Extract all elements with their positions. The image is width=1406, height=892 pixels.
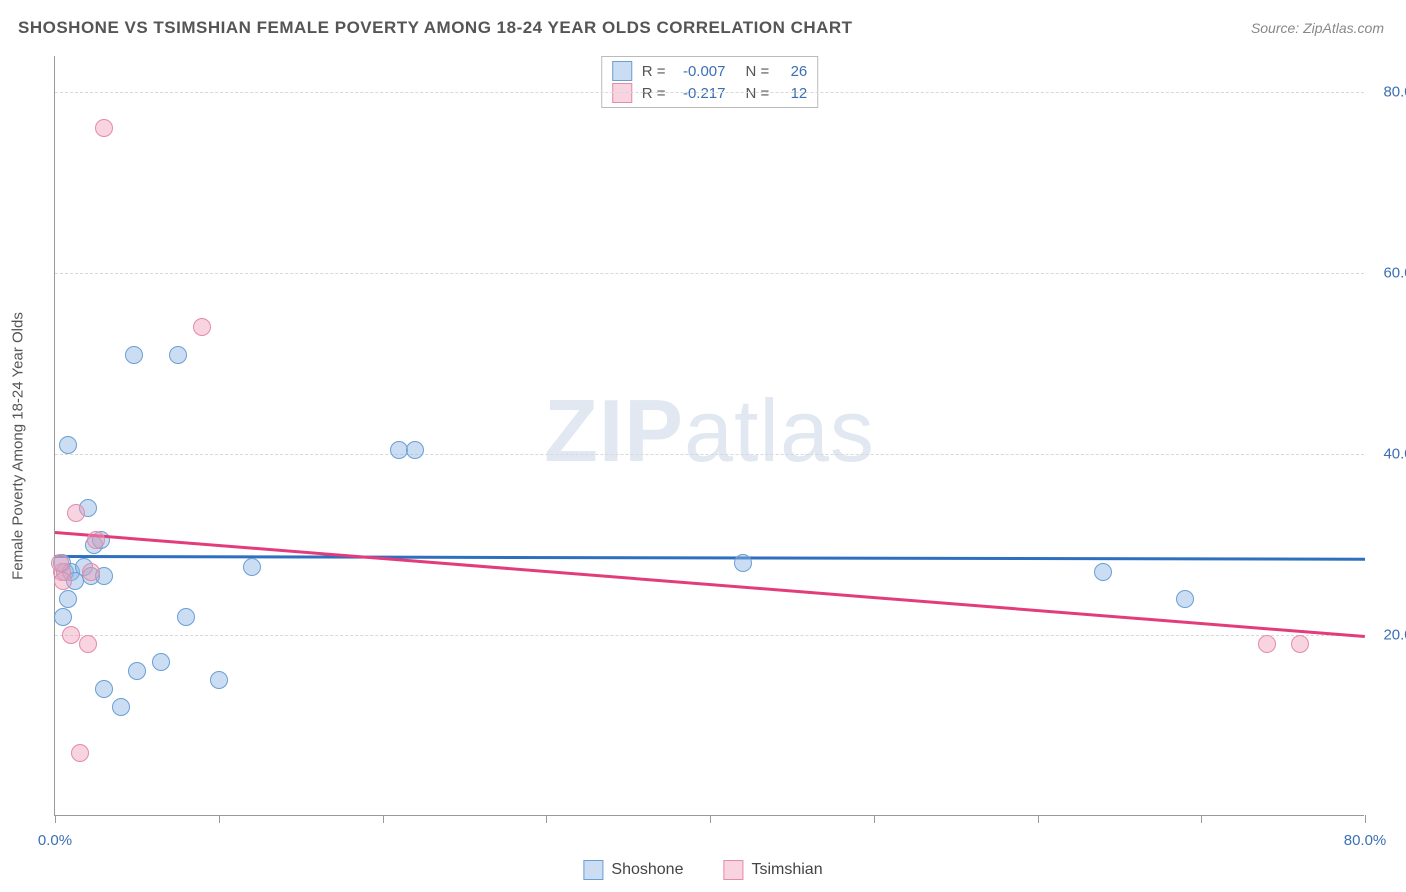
point-tsimshian <box>67 504 85 522</box>
chart-title: SHOSHONE VS TSIMSHIAN FEMALE POVERTY AMO… <box>18 18 853 38</box>
x-tick <box>1365 815 1366 823</box>
point-shoshone <box>1176 590 1194 608</box>
point-shoshone <box>128 662 146 680</box>
point-tsimshian <box>54 572 72 590</box>
point-shoshone <box>1094 563 1112 581</box>
gridline-h <box>55 454 1364 455</box>
point-shoshone <box>59 590 77 608</box>
point-tsimshian <box>79 635 97 653</box>
point-shoshone <box>152 653 170 671</box>
x-tick <box>1038 815 1039 823</box>
point-tsimshian <box>1258 635 1276 653</box>
y-tick-label: 20.0% <box>1383 627 1406 644</box>
stat-r-value: -0.007 <box>674 63 726 80</box>
x-tick <box>874 815 875 823</box>
gridline-h <box>55 273 1364 274</box>
legend-stat-row: R = -0.007 N = 26 <box>612 60 808 82</box>
point-shoshone <box>169 346 187 364</box>
source-attribution: Source: ZipAtlas.com <box>1251 20 1384 36</box>
point-shoshone <box>59 436 77 454</box>
legend-series: Shoshone Tsimshian <box>583 860 822 880</box>
watermark-rest: atlas <box>684 380 875 479</box>
point-shoshone <box>406 441 424 459</box>
x-tick-label: 0.0% <box>38 832 72 849</box>
point-shoshone <box>125 346 143 364</box>
legend-stats: R =-0.007N =26R =-0.217N =12 <box>601 56 819 108</box>
legend-item-shoshone: Shoshone <box>583 860 683 880</box>
legend-swatch <box>583 860 603 880</box>
watermark-bold: ZIP <box>544 380 684 479</box>
point-shoshone <box>243 558 261 576</box>
legend-item-tsimshian: Tsimshian <box>723 860 822 880</box>
x-tick <box>383 815 384 823</box>
legend-swatch <box>612 61 632 81</box>
point-shoshone <box>210 671 228 689</box>
plot-area: ZIPatlas R =-0.007N =26R =-0.217N =12 20… <box>54 56 1364 816</box>
y-tick-label: 60.0% <box>1383 265 1406 282</box>
point-shoshone <box>390 441 408 459</box>
stat-n-value: 26 <box>777 63 807 80</box>
point-tsimshian <box>62 626 80 644</box>
point-tsimshian <box>87 531 105 549</box>
point-tsimshian <box>193 318 211 336</box>
point-tsimshian <box>82 563 100 581</box>
x-tick <box>219 815 220 823</box>
point-tsimshian <box>1291 635 1309 653</box>
gridline-h <box>55 92 1364 93</box>
y-tick-label: 80.0% <box>1383 84 1406 101</box>
x-tick <box>546 815 547 823</box>
legend-swatch <box>723 860 743 880</box>
x-tick <box>55 815 56 823</box>
point-tsimshian <box>71 744 89 762</box>
legend-label: Tsimshian <box>751 861 822 879</box>
point-shoshone <box>54 608 72 626</box>
legend-label: Shoshone <box>611 861 683 879</box>
x-tick <box>710 815 711 823</box>
trendline-tsimshian <box>55 531 1365 638</box>
stat-n-label: N = <box>746 63 770 80</box>
x-tick <box>1201 815 1202 823</box>
point-tsimshian <box>51 554 69 572</box>
stat-r-label: R = <box>642 63 666 80</box>
point-shoshone <box>734 554 752 572</box>
watermark: ZIPatlas <box>544 379 875 481</box>
point-tsimshian <box>95 119 113 137</box>
point-shoshone <box>95 680 113 698</box>
point-shoshone <box>112 698 130 716</box>
point-shoshone <box>177 608 195 626</box>
x-tick-label: 80.0% <box>1344 832 1387 849</box>
y-axis-label: Female Poverty Among 18-24 Year Olds <box>10 312 27 580</box>
gridline-h <box>55 635 1364 636</box>
y-tick-label: 40.0% <box>1383 446 1406 463</box>
